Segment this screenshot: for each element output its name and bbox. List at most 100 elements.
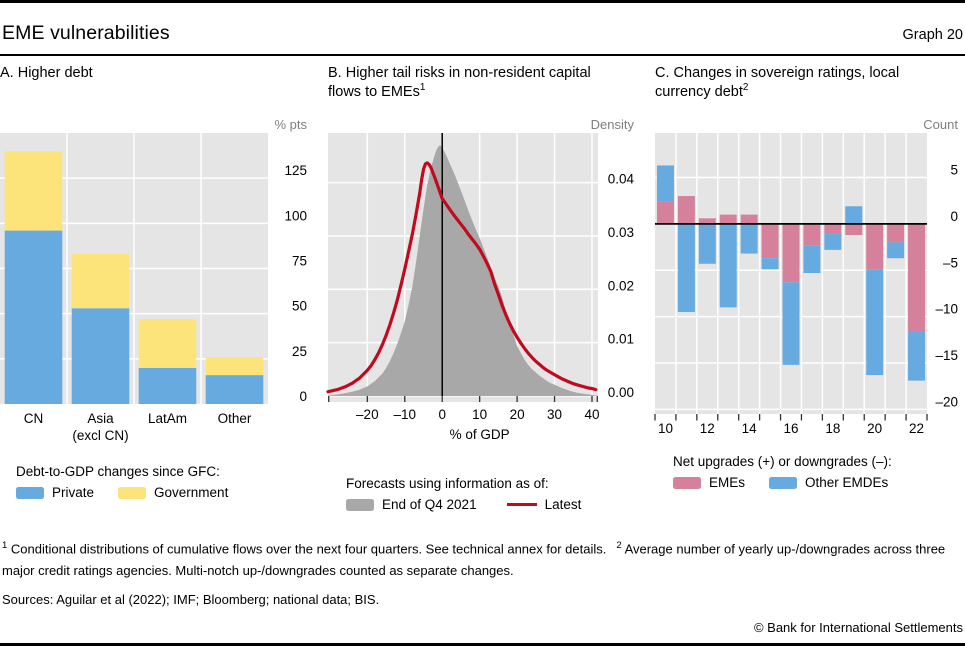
x-tick-label: 10 bbox=[472, 407, 487, 422]
legend-c-title: Net upgrades (+) or downgrades (–): bbox=[673, 454, 892, 469]
bar-segment-private bbox=[71, 308, 130, 404]
panel-b-unit-label: Density bbox=[590, 117, 634, 132]
bar-segment-other-emdes bbox=[845, 206, 863, 224]
bar-segment-emes bbox=[803, 223, 821, 246]
x-tick-label: 0 bbox=[438, 407, 446, 422]
bar-segment-emes bbox=[698, 218, 716, 224]
bar-segment-other-emdes bbox=[698, 223, 716, 264]
bar-segment-other-emdes bbox=[866, 269, 884, 376]
chart-b-density: –20 –10 0 10 20 30 40 0.00 0.01 0.02 0.03 0.04 % of … bbox=[326, 133, 635, 442]
legend-c: Net upgrades (+) or downgrades (–): EMEs… bbox=[673, 454, 892, 490]
density-line-latest bbox=[326, 161, 598, 394]
panel-b-footnote-marker: 1 bbox=[419, 82, 426, 94]
bar-segment-government bbox=[138, 319, 197, 368]
bar-segment-emes bbox=[887, 223, 905, 243]
y-tick-label: 125 bbox=[284, 163, 307, 178]
legend-b-items: End of Q4 2021 Latest bbox=[346, 497, 581, 512]
footnote-1-marker: 1 bbox=[2, 540, 8, 551]
footnote-2-marker: 2 bbox=[616, 540, 622, 551]
category-label: CN bbox=[24, 411, 44, 426]
y-tick-label: 0 bbox=[950, 209, 958, 224]
bar-segment-emes bbox=[782, 223, 800, 283]
bar-segment-other-emdes bbox=[803, 245, 821, 274]
bar-segment-emes bbox=[677, 196, 695, 224]
y-tick-label: 0.04 bbox=[608, 172, 635, 187]
x-tick-label: –10 bbox=[394, 407, 417, 422]
y-tick-label: 50 bbox=[292, 299, 307, 314]
panel-a-unit-label: % pts bbox=[274, 117, 307, 132]
bar-segment-emes bbox=[824, 223, 842, 235]
x-tick-label: 30 bbox=[547, 407, 562, 422]
panel-c-title: C. Changes in sovereign ratings, local c… bbox=[655, 64, 943, 102]
bottom-rule bbox=[0, 643, 965, 646]
y-tick-label: 0 bbox=[299, 389, 307, 404]
bar-segment-emes bbox=[866, 223, 884, 270]
panel-b-title: B. Higher tail risks in non-resident cap… bbox=[328, 64, 616, 102]
x-axis-title: % of GDP bbox=[450, 427, 510, 442]
x-tick-label: 16 bbox=[783, 421, 798, 436]
panel-c-unit-label: Count bbox=[923, 117, 958, 132]
y-tick-label: 0.01 bbox=[608, 332, 634, 347]
private-label: Private bbox=[52, 485, 95, 500]
latest-line-swatch bbox=[506, 502, 537, 507]
y-tick-label: –10 bbox=[935, 302, 958, 317]
legend-c-items: EMEs Other EMDEs bbox=[673, 475, 892, 490]
x-tick-label: –20 bbox=[356, 407, 379, 422]
bar-segment-emes bbox=[656, 201, 674, 224]
x-tick-label: 14 bbox=[742, 421, 758, 436]
bar-segment-government bbox=[71, 254, 130, 309]
government-label: Government bbox=[154, 485, 229, 500]
private-swatch bbox=[16, 486, 44, 499]
panel-b-title-text: B. Higher tail risks in non-resident cap… bbox=[328, 65, 591, 100]
density-area-q4-2021 bbox=[328, 145, 598, 396]
bar-segment-private bbox=[138, 367, 197, 404]
chart-c-ratings-bars: 10 12 14 16 18 20 22 5 0 –5 –10 –15 –20 bbox=[654, 133, 958, 436]
y-tick-label: –15 bbox=[935, 348, 958, 363]
legend-a: Debt-to-GDP changes since GFC: Private G… bbox=[16, 464, 228, 500]
bar-segment-private bbox=[4, 230, 63, 404]
legend-a-items: Private Government bbox=[16, 485, 228, 500]
bar-segment-other-emdes bbox=[908, 331, 926, 381]
y-tick-label: 75 bbox=[292, 254, 307, 269]
category-label: Other bbox=[218, 411, 252, 426]
y-tick-label: 0.00 bbox=[608, 385, 634, 400]
other-emdes-swatch bbox=[769, 476, 798, 489]
bar-segment-emes bbox=[719, 214, 737, 224]
category-label: Asia (excl CN) bbox=[72, 411, 128, 443]
top-rule bbox=[0, 0, 965, 3]
bar-segment-other-emdes bbox=[677, 223, 695, 312]
latest-label: Latest bbox=[544, 497, 582, 512]
bar-segment-other-emdes bbox=[740, 223, 758, 254]
bar-segment-emes bbox=[761, 223, 779, 259]
x-tick-label: 22 bbox=[909, 421, 924, 436]
bar-segment-emes bbox=[740, 214, 758, 224]
footnotes: 1 Conditional distributions of cumulativ… bbox=[2, 535, 963, 582]
chart-a-debt-bars: CN Asia (excl CN) LatAm Other 0 25 50 75 100 125 bbox=[0, 133, 307, 443]
x-tick-label: 10 bbox=[658, 421, 673, 436]
x-tick-label: 20 bbox=[510, 407, 525, 422]
y-tick-label: 25 bbox=[292, 344, 307, 359]
x-tick-label: 20 bbox=[867, 421, 882, 436]
bar-segment-other-emdes bbox=[782, 282, 800, 365]
q4-2021-label: End of Q4 2021 bbox=[382, 497, 477, 512]
footnote-2-text: Average number of yearly up-/downgrades … bbox=[2, 541, 946, 579]
x-tick-label: 40 bbox=[584, 407, 599, 422]
title-divider bbox=[0, 54, 965, 56]
bar-segment-private bbox=[205, 375, 264, 404]
sources-line: Sources: Aguilar et al (2022); IMF; Bloo… bbox=[2, 592, 380, 607]
y-tick-label: –5 bbox=[943, 255, 958, 270]
bar-segment-other-emdes bbox=[656, 165, 674, 202]
bar-segment-other-emdes bbox=[719, 223, 737, 308]
bar-segment-emes bbox=[908, 223, 926, 332]
legend-b-title: Forecasts using information as of: bbox=[346, 476, 549, 491]
bar-segment-government bbox=[4, 151, 63, 231]
panel-c-title-text: C. Changes in sovereign ratings, local c… bbox=[655, 65, 900, 100]
q4-2021-swatch bbox=[346, 498, 374, 511]
y-tick-label: –20 bbox=[935, 394, 958, 409]
bar-segment-other-emdes bbox=[824, 234, 842, 250]
bar-segment-other-emdes bbox=[887, 242, 905, 259]
panel-c-footnote-marker: 2 bbox=[742, 82, 749, 94]
y-tick-label: 100 bbox=[284, 208, 307, 223]
page-title: EME vulnerabilities bbox=[2, 22, 170, 44]
